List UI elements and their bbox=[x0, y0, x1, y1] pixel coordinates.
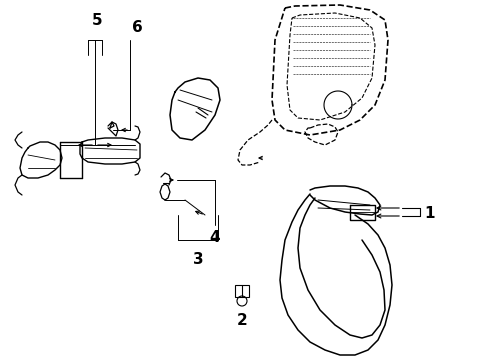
Text: 3: 3 bbox=[192, 252, 203, 267]
Text: 6: 6 bbox=[132, 20, 142, 35]
Text: 4: 4 bbox=[209, 230, 220, 245]
Bar bbox=[235, 285, 248, 297]
Text: 5: 5 bbox=[92, 13, 102, 28]
Text: 1: 1 bbox=[423, 206, 434, 220]
Text: 2: 2 bbox=[236, 313, 247, 328]
